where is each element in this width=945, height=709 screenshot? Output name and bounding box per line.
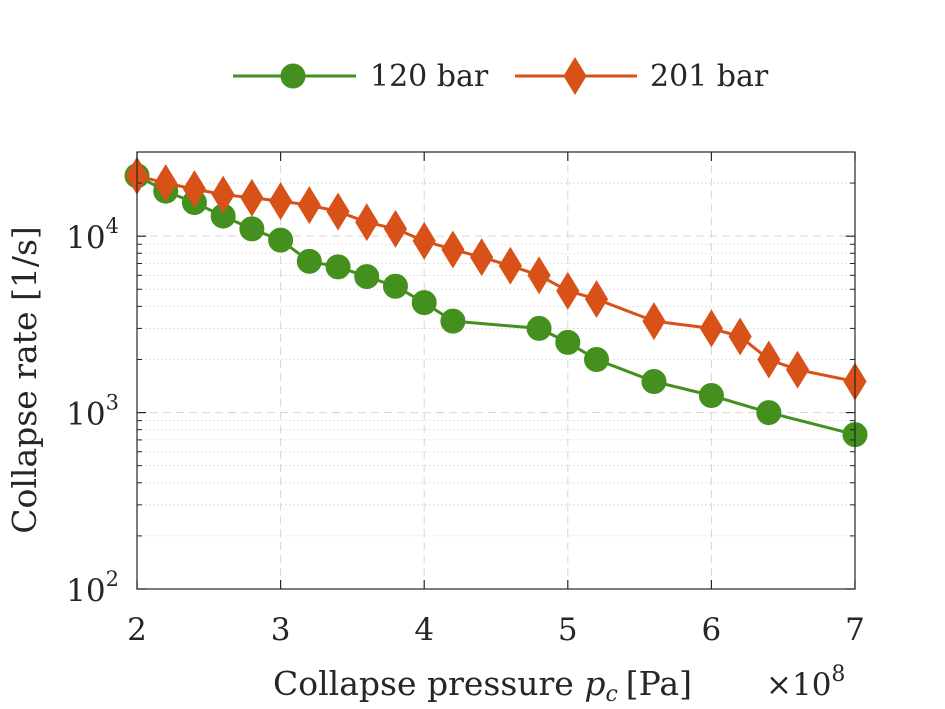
legend-label-201-bar: 201 bar bbox=[650, 59, 769, 94]
data-point-120-bar bbox=[526, 315, 552, 341]
x-axis-label-unit: [Pa] bbox=[626, 664, 692, 703]
data-point-201-bar bbox=[470, 238, 494, 277]
legend-marker-120-bar bbox=[280, 63, 306, 89]
data-point-120-bar bbox=[698, 382, 724, 408]
y-tick-label-exponent: 3 bbox=[106, 391, 119, 415]
y-tick-label-base: 10 bbox=[66, 220, 105, 256]
y-tick-label: 104 bbox=[66, 214, 119, 256]
x-tick-label: 5 bbox=[558, 612, 578, 648]
plot-frame bbox=[136, 151, 856, 590]
y-tick-label-base: 10 bbox=[66, 573, 105, 609]
data-point-201-bar bbox=[642, 302, 666, 341]
y-tick-label: 102 bbox=[66, 567, 119, 609]
data-point-201-bar bbox=[297, 186, 321, 225]
data-point-120-bar bbox=[584, 346, 610, 372]
y-tick-label-base: 10 bbox=[66, 397, 105, 433]
series-layer bbox=[124, 156, 868, 448]
data-point-201-bar bbox=[412, 221, 436, 260]
data-point-201-bar bbox=[211, 175, 235, 214]
data-point-120-bar bbox=[641, 369, 667, 395]
y-tick-label: 103 bbox=[66, 391, 119, 433]
x-tick-label: 6 bbox=[702, 612, 722, 648]
data-point-120-bar bbox=[239, 216, 265, 242]
data-point-201-bar bbox=[556, 271, 580, 310]
series-201-bar bbox=[125, 156, 867, 401]
ticks bbox=[136, 152, 856, 590]
data-point-201-bar bbox=[584, 280, 609, 319]
x-axis-label-subscript: c bbox=[605, 682, 617, 707]
plot-area bbox=[137, 152, 855, 589]
data-point-120-bar bbox=[354, 264, 380, 290]
x-axis-multiplier-exponent: 8 bbox=[831, 662, 845, 687]
x-tick-label: 7 bbox=[845, 612, 865, 648]
data-point-120-bar bbox=[411, 290, 437, 316]
x-axis-label-text: Collapse pressure bbox=[273, 664, 574, 703]
data-point-201-bar bbox=[355, 203, 379, 242]
y-axis-label: Collapse rate [1/s] bbox=[5, 226, 44, 534]
x-tick-label: 3 bbox=[271, 612, 291, 648]
data-point-201-bar bbox=[498, 246, 522, 285]
data-point-201-bar bbox=[269, 182, 293, 221]
x-tick-label: 2 bbox=[127, 612, 147, 648]
data-point-201-bar bbox=[383, 209, 408, 248]
x-axis-multiplier: ×108 bbox=[766, 662, 845, 703]
legend-marker-201-bar bbox=[563, 57, 587, 95]
data-point-120-bar bbox=[325, 254, 351, 280]
legend-label-120-bar: 120 bar bbox=[370, 59, 489, 94]
x-axis-multiplier-base: ×10 bbox=[766, 667, 831, 703]
data-point-201-bar bbox=[527, 256, 551, 295]
data-point-120-bar bbox=[382, 273, 408, 299]
data-point-201-bar bbox=[441, 230, 465, 269]
x-axis-label-symbol: p bbox=[584, 664, 605, 703]
data-point-120-bar bbox=[555, 329, 581, 355]
data-point-201-bar bbox=[182, 170, 207, 208]
data-point-201-bar bbox=[757, 340, 781, 379]
legend: 120 bar 201 bar bbox=[233, 57, 769, 95]
data-point-120-bar bbox=[756, 400, 782, 426]
y-tick-label-exponent: 4 bbox=[106, 214, 119, 238]
data-point-120-bar bbox=[296, 248, 322, 274]
data-point-201-bar bbox=[785, 350, 810, 389]
data-point-201-bar bbox=[326, 192, 350, 231]
x-axis-label: Collapse pressure pc [Pa] bbox=[273, 664, 692, 707]
x-tick-label: 4 bbox=[414, 612, 434, 648]
data-point-120-bar bbox=[440, 308, 466, 334]
data-point-201-bar bbox=[728, 317, 752, 356]
data-point-201-bar bbox=[154, 164, 178, 203]
data-point-201-bar bbox=[240, 178, 264, 217]
data-point-120-bar bbox=[268, 227, 294, 253]
y-tick-label-exponent: 2 bbox=[106, 567, 119, 591]
data-point-201-bar bbox=[699, 309, 723, 348]
